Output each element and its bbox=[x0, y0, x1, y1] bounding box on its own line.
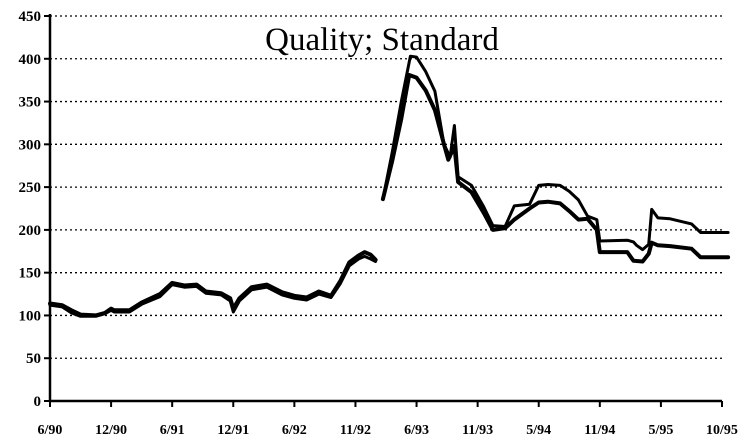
x-tick-labels: 6/90 12/90 6/91 12/91 6/92 11/92 6/93 11/93 5/94… bbox=[38, 423, 738, 438]
series-line-2 bbox=[48, 254, 378, 318]
x-tick-label: 6/92 bbox=[282, 423, 307, 438]
y-tick-label: 300 bbox=[19, 137, 42, 153]
y-tick-labels: 0 50 100 150 200 250 300 350 400 450 bbox=[19, 9, 42, 410]
series-line-3 bbox=[381, 54, 730, 252]
x-tick-label: 6/90 bbox=[38, 423, 63, 438]
y-tick-label: 350 bbox=[19, 95, 42, 111]
y-tick-label: 150 bbox=[19, 266, 42, 282]
x-tick-label: 11/92 bbox=[340, 423, 371, 438]
x-tick-label: 11/93 bbox=[462, 423, 493, 438]
x-tick-label: 12/90 bbox=[95, 423, 127, 438]
y-tick-label: 100 bbox=[19, 308, 42, 324]
y-tick-label: 200 bbox=[19, 223, 42, 239]
y-tick-label: 450 bbox=[19, 9, 42, 25]
y-tick-label: 50 bbox=[26, 351, 41, 367]
series-layer bbox=[48, 54, 731, 318]
y-tick-label: 400 bbox=[19, 52, 42, 68]
axis-layer bbox=[44, 14, 723, 407]
x-tick-label: 10/95 bbox=[706, 423, 738, 438]
x-tick-label: 12/91 bbox=[217, 423, 249, 438]
x-tick-label: 5/94 bbox=[526, 423, 551, 438]
y-tick-label: 250 bbox=[19, 180, 42, 196]
y-tick-label: 0 bbox=[34, 394, 42, 410]
chart-title: Quality; Standard bbox=[265, 22, 499, 58]
x-tick-label: 11/94 bbox=[584, 423, 615, 438]
x-tick-label: 6/91 bbox=[160, 423, 185, 438]
x-tick-label: 6/93 bbox=[404, 423, 429, 438]
x-tick-label: 5/95 bbox=[648, 423, 673, 438]
series-line-1 bbox=[48, 250, 378, 318]
series-line-4 bbox=[380, 73, 731, 264]
